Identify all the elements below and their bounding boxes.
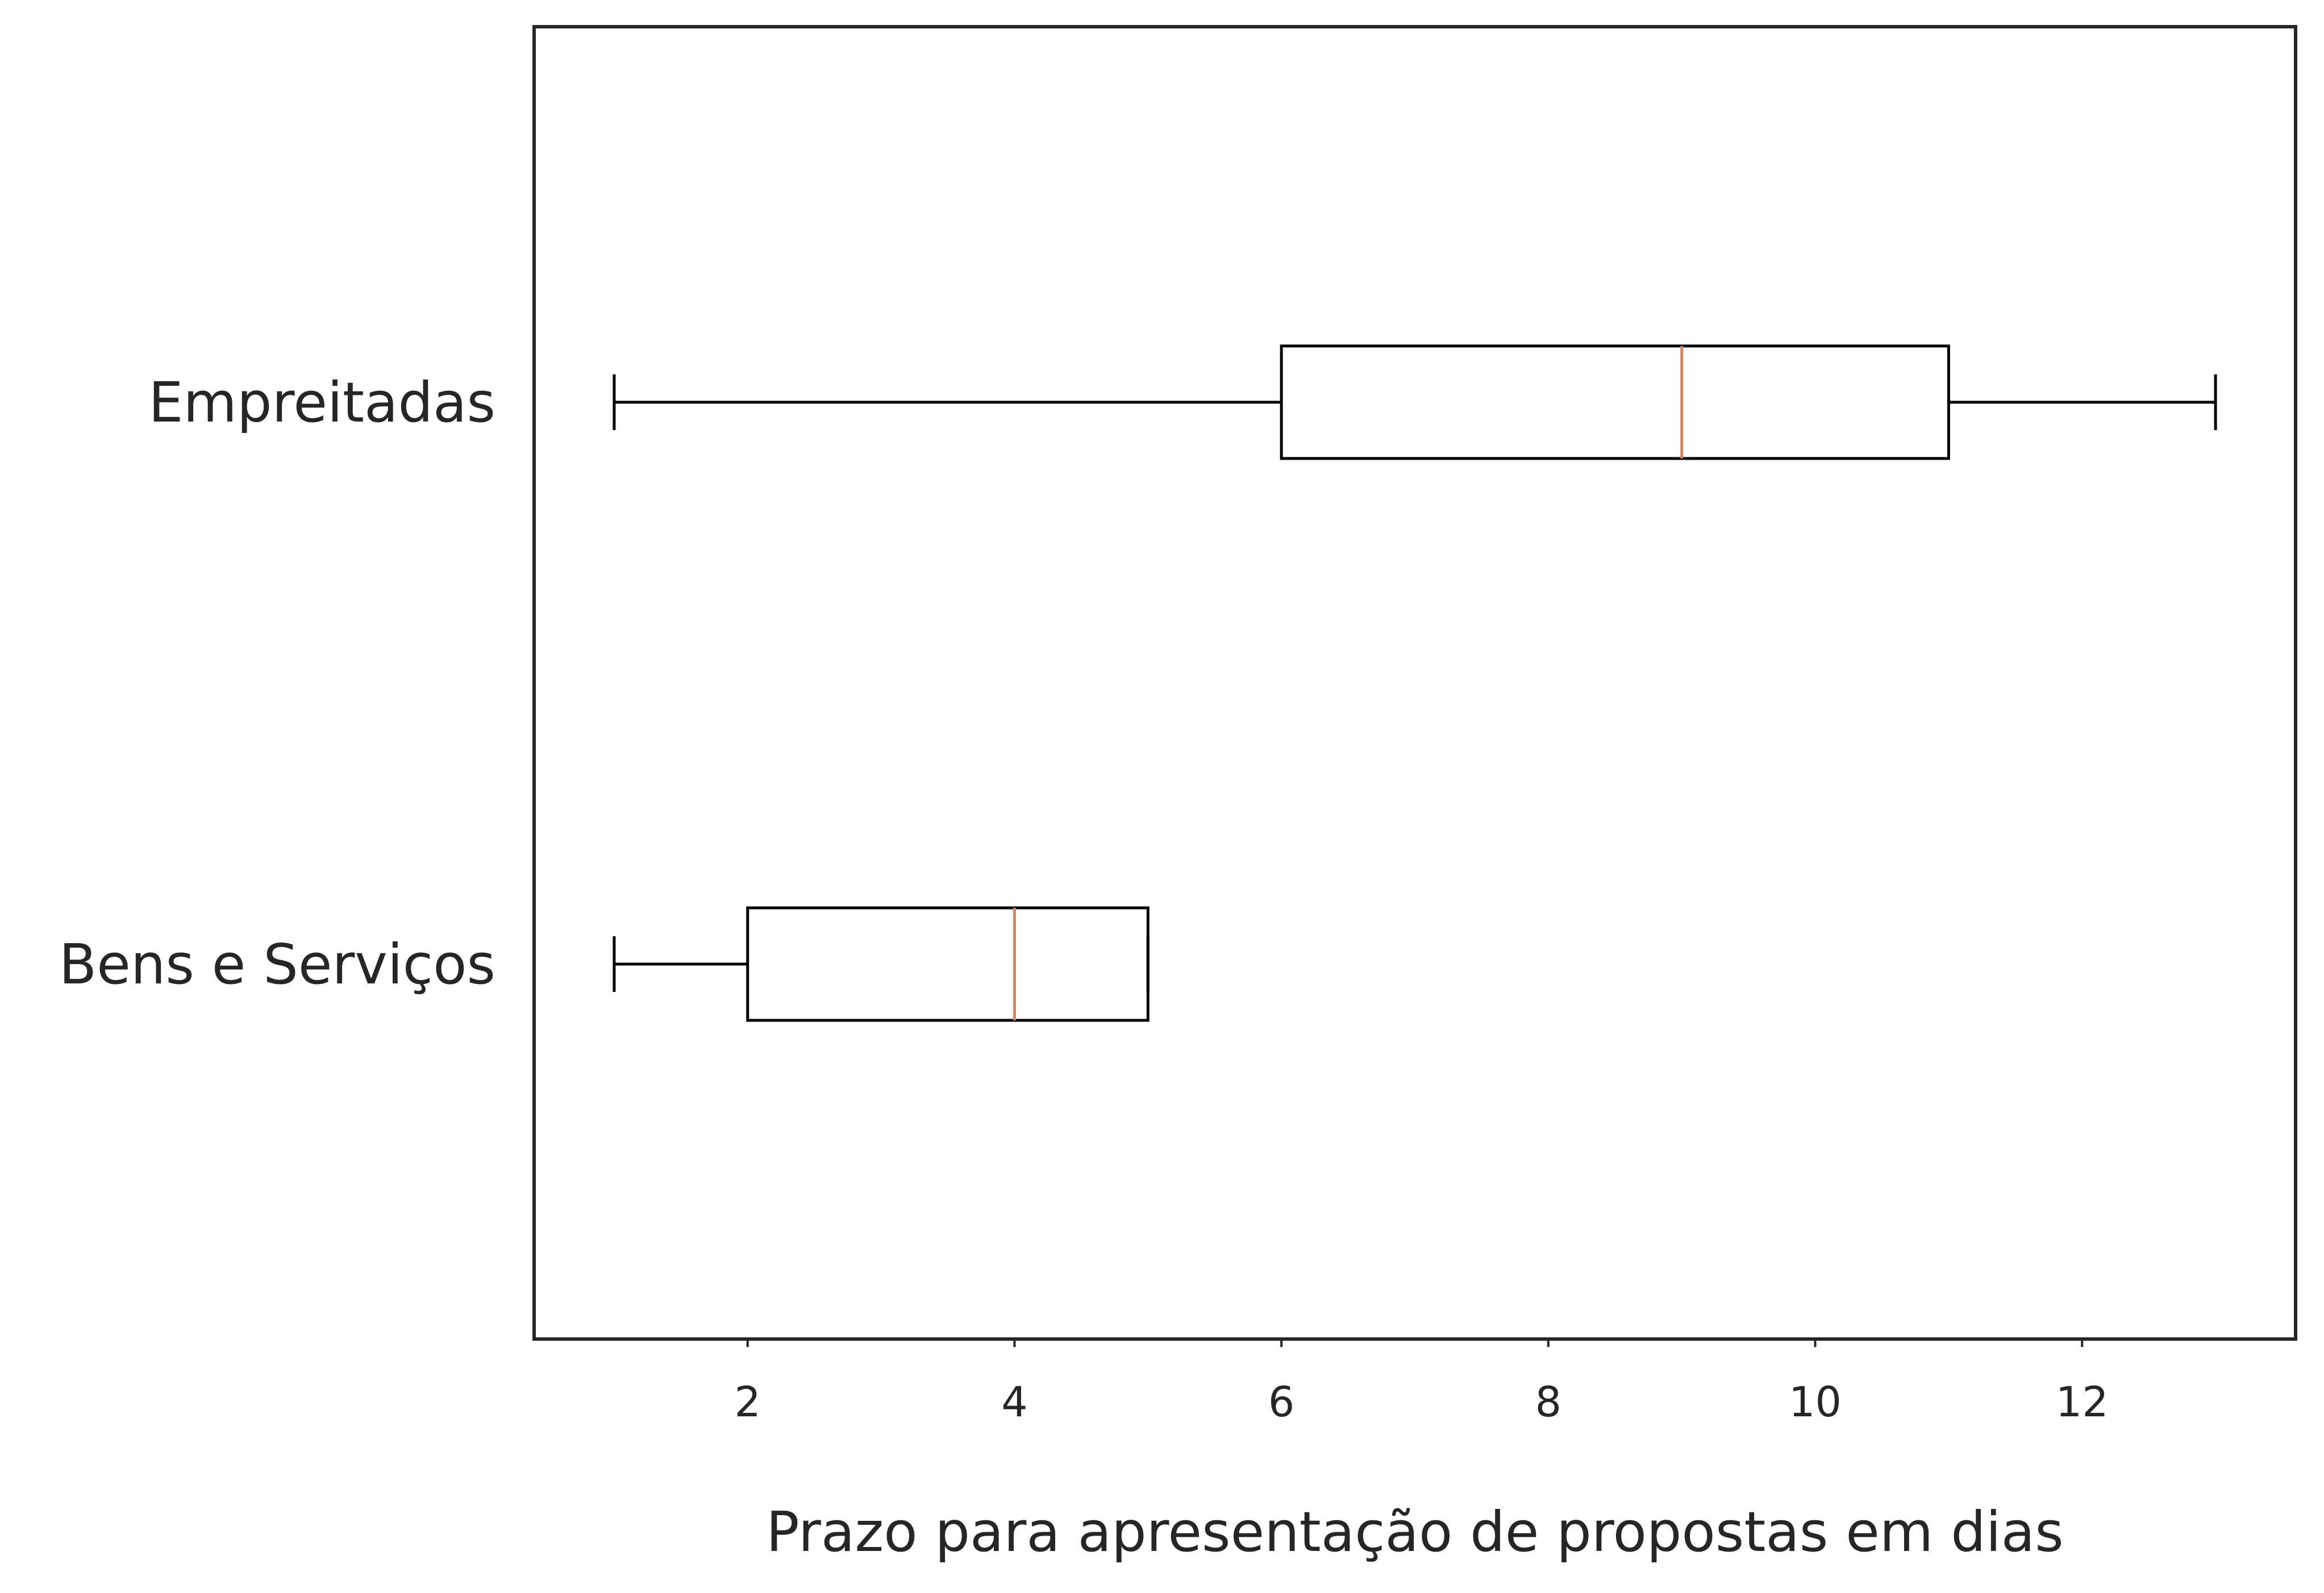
x-tick-label: 2 (735, 1378, 761, 1427)
chart-marks: 2 4 6 8 10 12 Empreitadas Bens e Serviços (59, 344, 2217, 1427)
x-axis-label: Prazo para apresentação de propostas em … (766, 1500, 2063, 1564)
category-label: Bens e Serviços (59, 932, 495, 996)
x-tick-label: 8 (1535, 1378, 1561, 1427)
x-tick-label: 4 (1001, 1378, 1027, 1427)
x-tick-label: 12 (2056, 1378, 2109, 1427)
category-label: Empreitadas (148, 370, 495, 435)
plot-frame (532, 25, 2297, 1341)
box-iqr (746, 906, 1149, 1022)
box-iqr (1280, 344, 1950, 460)
x-tick-label: 6 (1268, 1378, 1294, 1427)
x-tick-label: 10 (1789, 1378, 1842, 1427)
